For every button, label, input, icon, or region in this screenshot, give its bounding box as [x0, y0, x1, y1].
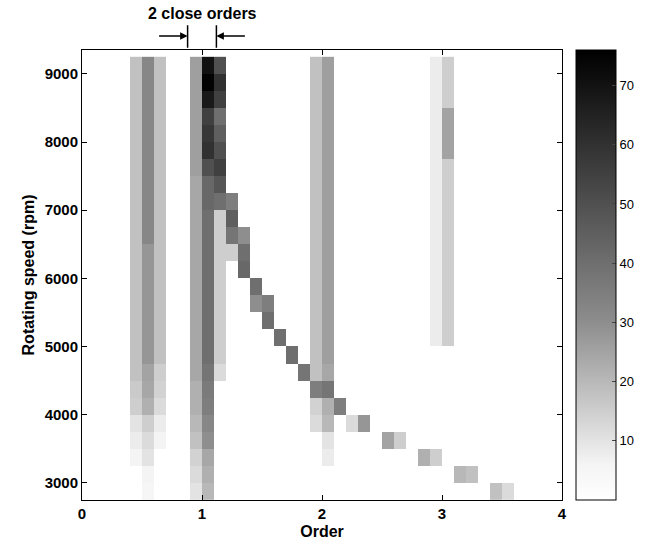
- svg-text:50: 50: [620, 197, 634, 212]
- svg-text:60: 60: [620, 137, 634, 152]
- svg-text:8000: 8000: [45, 133, 78, 150]
- svg-text:4000: 4000: [45, 406, 78, 423]
- svg-text:Order: Order: [300, 523, 344, 540]
- svg-text:40: 40: [620, 256, 634, 271]
- svg-text:2: 2: [318, 505, 326, 522]
- svg-text:3000: 3000: [45, 474, 78, 491]
- svg-text:2 close orders: 2 close orders: [148, 5, 257, 22]
- svg-text:3: 3: [438, 505, 446, 522]
- svg-text:1: 1: [198, 505, 206, 522]
- svg-text:10: 10: [620, 433, 634, 448]
- svg-text:5000: 5000: [45, 338, 78, 355]
- svg-text:20: 20: [620, 374, 634, 389]
- svg-text:4: 4: [558, 505, 567, 522]
- svg-text:6000: 6000: [45, 270, 78, 287]
- svg-text:0: 0: [78, 505, 86, 522]
- svg-text:30: 30: [620, 315, 634, 330]
- svg-text:7000: 7000: [45, 201, 78, 218]
- svg-text:70: 70: [620, 78, 634, 93]
- svg-text:Rotating speed (rpm): Rotating speed (rpm): [20, 195, 37, 356]
- svg-text:9000: 9000: [45, 65, 78, 82]
